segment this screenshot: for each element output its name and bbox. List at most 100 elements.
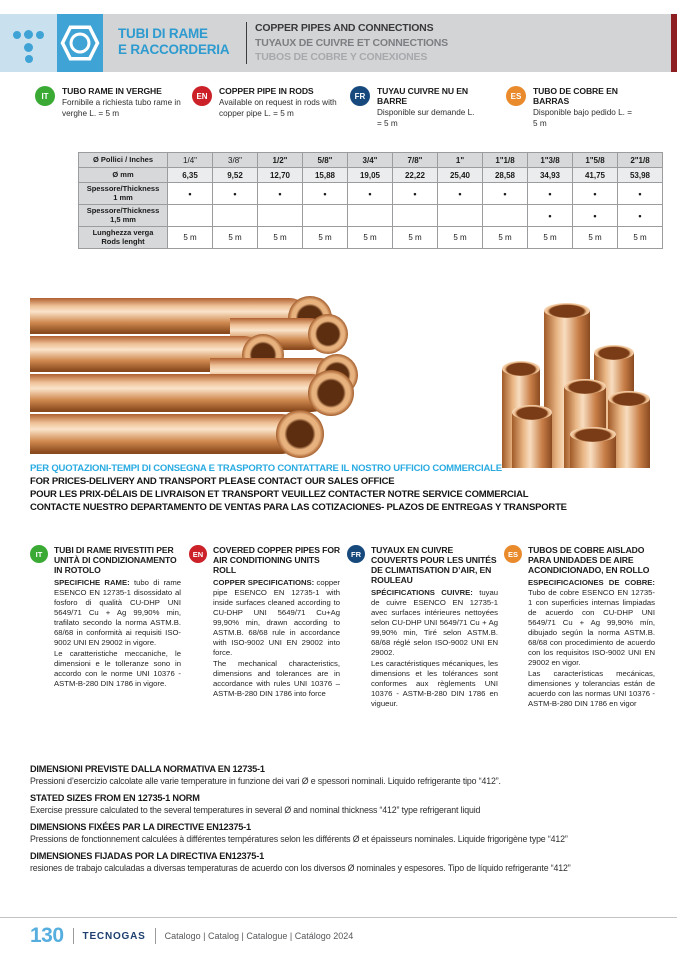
contact-line-es: CONTACTE NUESTRO DEPARTAMENTO DE VENTAS … [30,502,567,513]
header-title-band: TUBI DI RAME E RACCORDERIA COPPER PIPES … [103,14,672,72]
spec-body: SPECIFICHE RAME: tubo di rame ESENCO EN … [54,578,181,689]
norm-text: Pressioni d’esercizio calcolate alle var… [30,776,501,786]
lang-badge-en: EN [192,86,212,106]
table-row-inches: Ø Pollici / Inches 1/4" 3/8" 1/2" 5/8" 3/4" 7… [78,152,663,168]
table-cell: 1"3/8 [527,152,573,168]
norm-note-it: DIMENSIONI PREVISTE DALLA NORMATIVA EN 1… [30,764,650,786]
intro-text: Disponible sur demande L. = 5 m [377,108,475,128]
spec-lead: SPECIFICHE RAME: [54,578,130,587]
table-cell: 5 m [257,226,303,249]
table-cell: • [572,204,618,227]
table-cell: 5 m [617,226,663,249]
spec-body: ESPECIFICACIONES DE COBRE: Tubo de cobre… [528,578,655,709]
table-cell: • [617,182,663,205]
intro-title: TUBO DE COBRE EN BARRAS [533,86,618,106]
table-cell: • [617,204,663,227]
pipe-end [308,314,348,354]
spec-text: Tubo de cobre ESENCO EN 12735-1 con supe… [528,588,655,667]
row-label: Ø Pollici / Inches [78,152,168,168]
table-cell: 5/8" [302,152,348,168]
table-cell: • [437,182,483,205]
row-label: Ø mm [78,167,168,183]
norm-text: Exercise pressure calculated to the seve… [30,805,481,815]
table-cell: 22,22 [392,167,438,183]
spec-text: copper pipe ESENCO EN 12735-1 with insid… [213,578,340,657]
table-cell [347,204,393,227]
spec-lead: SPÉCIFICATIONS CUIVRE: [371,588,473,597]
spec-text-2: Les caractéristiques mécaniques, les dim… [371,659,498,708]
table-cell: 3/4" [347,152,393,168]
norm-note-fr: DIMENSIONS FIXÉES PAR LA DIRECTIVE EN123… [30,822,650,844]
table-cell: 1/4" [167,152,213,168]
norm-title: DIMENSIONS FIXÉES PAR LA DIRECTIVE EN123… [30,822,251,832]
spec-column-fr: FR TUYAUX EN CUIVRE COUVERTS POUR LES UN… [347,545,498,709]
table-cell [212,204,258,227]
table-cell [482,204,528,227]
table-cell: 5 m [347,226,393,249]
table-cell: • [212,182,258,205]
spec-column-en: EN COVERED COPPER PIPES FOR AIR CONDITIO… [189,545,340,699]
copper-pipes-horizontal-photo [30,296,358,458]
spec-text-2: Las características mecánicas, dimension… [528,669,655,708]
page-subtitle-es: TUBOS DE COBRE Y CONEXIONES [255,51,428,63]
spec-text-2: The mechanical characteristics, dimensio… [213,659,340,698]
footer-divider [154,928,156,944]
table-cell: • [347,182,393,205]
pipe-end [308,370,354,416]
logo-dot [13,31,21,39]
table-cell [437,204,483,227]
footer-divider [72,928,74,944]
logo-dot [24,43,33,52]
intro-text: Available on request in rods with copper… [219,98,337,118]
table-cell: 2"1/8 [617,152,663,168]
table-cell: 53,98 [617,167,663,183]
section-hex-nut-icon [57,14,103,72]
norm-title: STATED SIZES FROM EN 12735-1 NORM [30,793,200,803]
logo-dot [36,31,44,39]
norm-title: DIMENSIONI PREVISTE DALLA NORMATIVA EN 1… [30,764,265,774]
page-title-line2: E RACCORDERIA [118,42,230,57]
table-cell: • [302,182,348,205]
lang-badge-es: ES [506,86,526,106]
copper-pipes-vertical-photo [500,290,662,468]
norm-title: DIMENSIONES FIJADAS POR LA DIRECTIVA EN1… [30,851,264,861]
table-cell: 25,40 [437,167,483,183]
table-row-mm: Ø mm 6,35 9,52 12,70 15,88 19,05 22,22 25,40 28… [78,167,663,183]
spec-column-es: ES TUBOS DE COBRE AISLADO PARA UNIDADES … [504,545,655,709]
table-cell: 6,35 [167,167,213,183]
page-subtitle-en: COPPER PIPES AND CONNECTIONS [255,22,434,34]
table-cell: 41,75 [572,167,618,183]
intro-title: TUYAU CUIVRE NU EN BARRE [377,86,468,106]
table-cell: 5 m [392,226,438,249]
spec-title: TUBOS DE COBRE AISLADO PARA UNIDADES DE … [528,545,650,575]
logo-dot [24,30,33,39]
table-cell: 5 m [527,226,573,249]
table-cell: • [392,182,438,205]
page-subtitle-fr: TUYAUX DE CUIVRE ET CONNECTIONS [255,36,448,49]
logo-dot [25,55,33,63]
norm-text: resiones de trabajo calculadas a diversa… [30,863,571,873]
pipe-size-table: Ø Pollici / Inches 1/4" 3/8" 1/2" 5/8" 3/4" 7… [78,152,663,249]
table-cell [302,204,348,227]
table-cell: • [572,182,618,205]
table-cell: 3/8" [212,152,258,168]
table-cell: 34,93 [527,167,573,183]
spec-text-2: Le caratteristiche meccaniche, le dimens… [54,649,181,688]
contact-line-fr: POUR LES PRIX-DÉLAIS DE LIVRAISON ET TRA… [30,489,529,500]
lang-badge-it: IT [35,86,55,106]
table-cell: • [527,204,573,227]
page-number: 130 [30,924,64,947]
lang-badge-it: IT [30,545,48,563]
pipe-end [276,410,324,458]
table-cell: • [527,182,573,205]
table-row-thickness-15mm: Spessore/Thickness 1,5 mm • • • [78,204,663,227]
table-cell: 5 m [572,226,618,249]
lang-badge-fr: FR [347,545,365,563]
contact-line-it: PER QUOTAZIONI-TEMPI DI CONSEGNA E TRASP… [30,463,502,474]
hexagon-nut-icon [60,25,100,61]
catalog-label: Catalogo | Catalog | Catalogue | Catálog… [164,931,354,941]
table-cell: 5 m [302,226,348,249]
table-cell: 12,70 [257,167,303,183]
spec-body: SPÉCIFICATIONS CUIVRE: tuyau de cuivre E… [371,588,498,709]
table-cell: 15,88 [302,167,348,183]
